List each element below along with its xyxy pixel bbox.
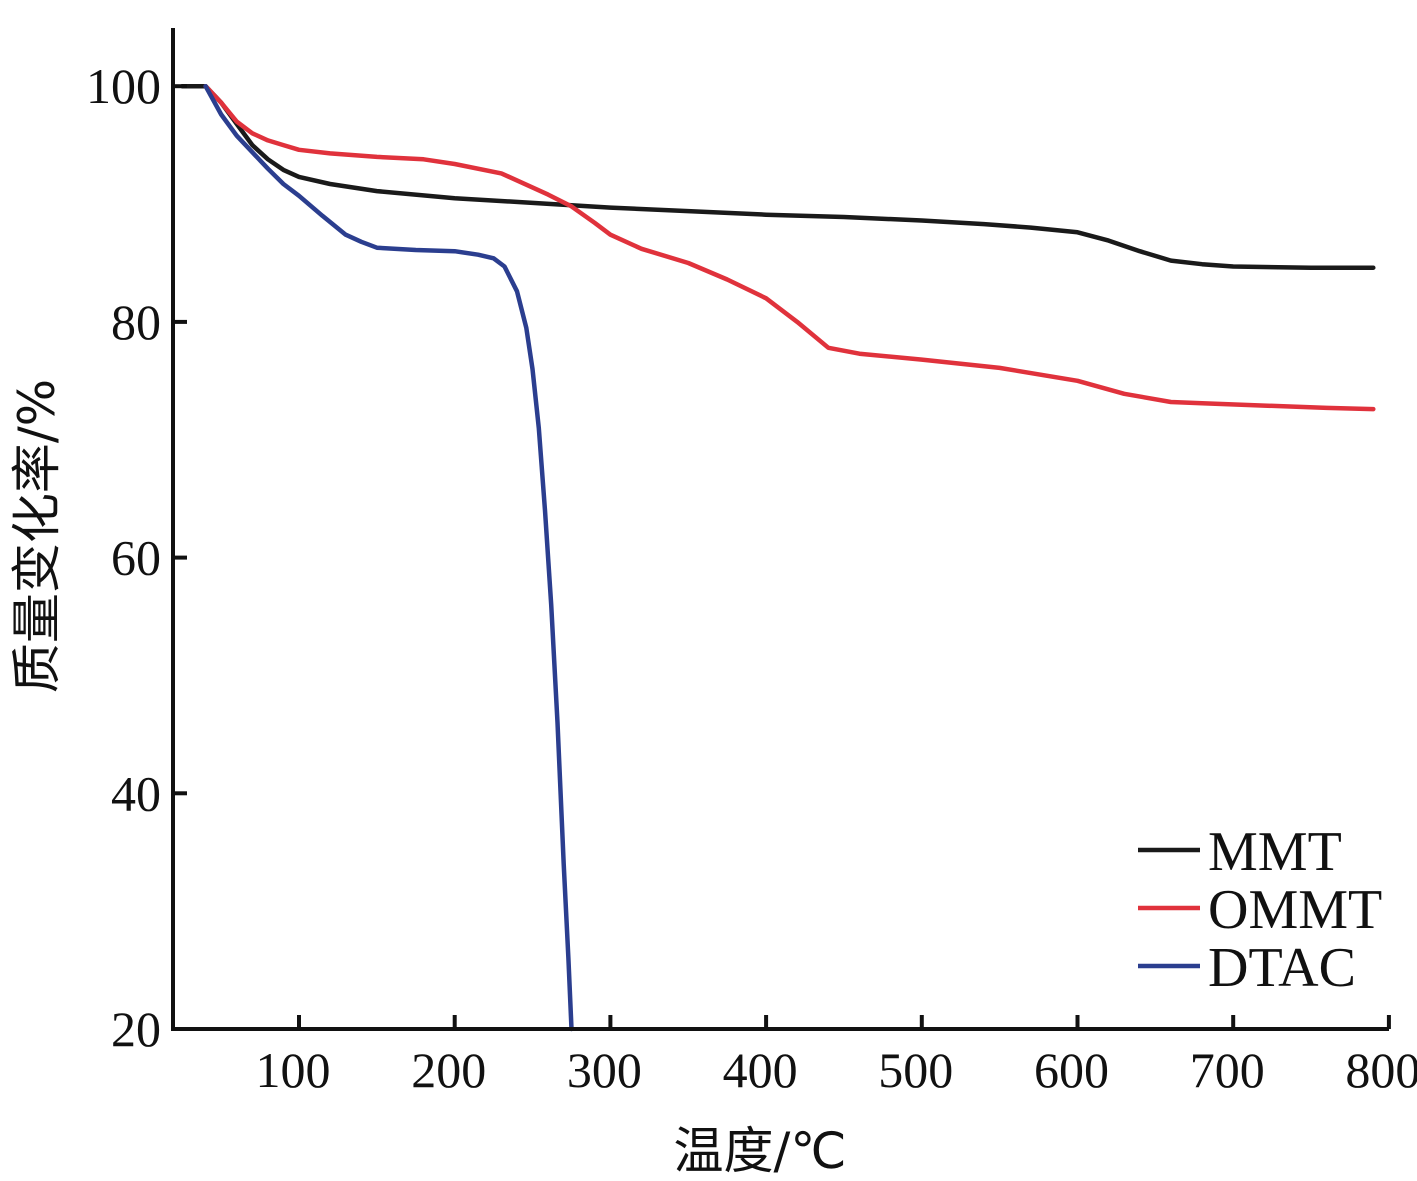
x-tick-label: 200	[411, 1042, 486, 1098]
series-line-ommt	[203, 83, 1376, 412]
series-line-dtac	[203, 83, 574, 1032]
x-tick-label: 100	[256, 1042, 331, 1098]
y-axis-title: 质量变化率/%	[8, 379, 66, 693]
y-tick-label: 20	[111, 1001, 161, 1057]
x-tick-label: 500	[878, 1042, 953, 1098]
y-tick-label: 60	[111, 530, 161, 586]
x-tick-label: 300	[567, 1042, 642, 1098]
x-tick-label: 800	[1345, 1042, 1417, 1098]
plot-lines	[179, 83, 1376, 1032]
series-line-mmt	[179, 83, 1376, 270]
y-tick-label: 100	[86, 58, 161, 114]
x-ticks: 100 200 300 400 500 600 700 800	[256, 1015, 1417, 1098]
x-tick-label: 400	[723, 1042, 798, 1098]
x-tick-label: 600	[1034, 1042, 1109, 1098]
x-tick-label: 700	[1190, 1042, 1265, 1098]
y-ticks: 20 40 60 80 100	[86, 58, 187, 1057]
legend-label-dtac: DTAC	[1208, 937, 1356, 999]
y-tick-label: 40	[111, 765, 161, 821]
x-axis-title: 温度/℃	[674, 1122, 847, 1180]
legend-label-ommt: OMMT	[1208, 879, 1382, 941]
legend-label-mmt: MMT	[1208, 821, 1342, 883]
y-tick-label: 80	[111, 294, 161, 350]
